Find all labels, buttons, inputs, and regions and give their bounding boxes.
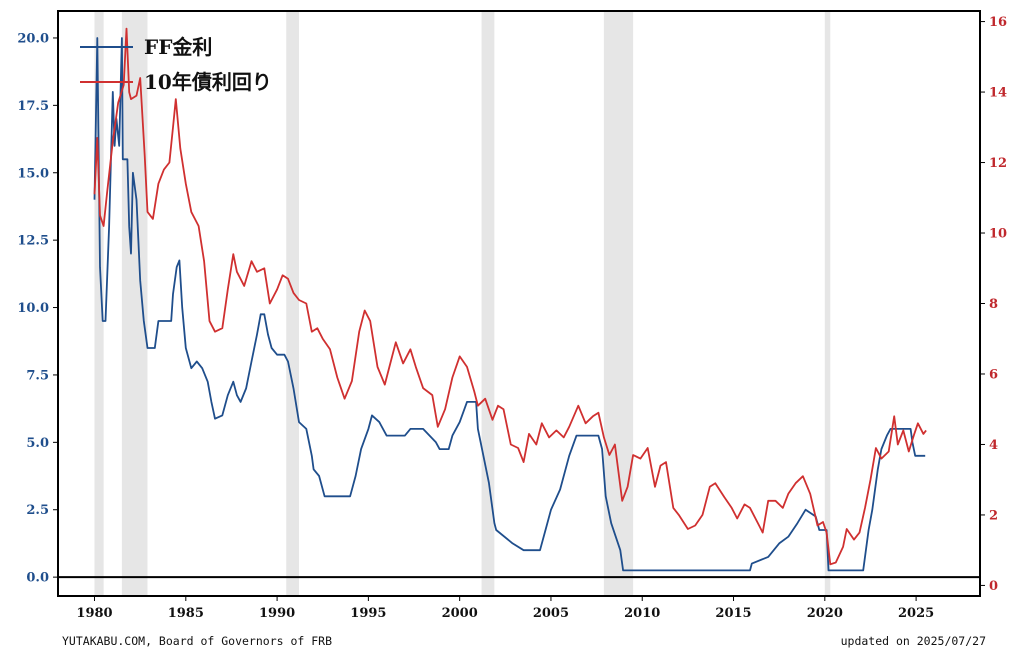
legend-label-1: 10年債利回り	[144, 70, 272, 94]
recession-band-5	[824, 11, 831, 596]
x-tick-label: 2015	[715, 606, 751, 621]
right-tick-label: 12	[989, 156, 1007, 171]
left-tick-label: 5.0	[26, 436, 49, 451]
left-tick-label: 0.0	[26, 571, 49, 586]
source-credit: YUTAKABU.COM, Board of Governors of FRB	[62, 634, 333, 648]
x-tick-label: 1995	[350, 606, 386, 621]
x-tick-label: 1985	[168, 606, 204, 621]
right-tick-label: 0	[989, 579, 998, 594]
left-tick-label: 7.5	[26, 368, 49, 383]
recession-bands	[94, 11, 831, 596]
legend: FF金利 10年債利回り	[80, 35, 272, 94]
left-axis: 0.0 2.5 5.0 7.5 10.0 12.5 15.0 17.5 20.0	[17, 31, 58, 586]
right-tick-label: 10	[989, 227, 1007, 242]
plot-frame	[57, 10, 981, 597]
series-line-0	[93, 37, 926, 572]
x-tick-label: 2000	[442, 606, 478, 621]
recession-band-3	[481, 11, 495, 596]
x-tick-label: 2005	[533, 606, 569, 621]
x-axis: 1980 1985 1990 1995 2000 2005 2010 2015 2020 2025	[76, 596, 934, 621]
recession-band-2	[286, 11, 299, 596]
right-tick-label: 16	[989, 15, 1007, 30]
left-tick-label: 2.5	[26, 503, 49, 518]
recession-band-1	[121, 11, 148, 596]
series-line-1	[93, 27, 927, 566]
recession-band-4	[603, 11, 634, 596]
x-tick-label: 1990	[259, 606, 295, 621]
series-lines	[93, 27, 927, 572]
x-tick-label: 2010	[624, 606, 660, 621]
recession-band-0	[94, 11, 104, 596]
right-tick-label: 8	[989, 297, 998, 312]
x-tick-label: 2020	[807, 606, 843, 621]
left-tick-label: 10.0	[17, 301, 49, 316]
right-axis: 0 2 4 6 8 10 12 14 16	[980, 15, 1007, 594]
left-tick-label: 12.5	[17, 234, 49, 249]
left-tick-label: 20.0	[17, 31, 49, 46]
legend-label-0: FF金利	[144, 35, 212, 59]
updated-date: updated on 2025/07/27	[840, 634, 986, 648]
right-tick-label: 4	[989, 438, 998, 453]
x-tick-label: 2025	[898, 606, 934, 621]
right-tick-label: 2	[989, 508, 998, 523]
left-tick-label: 17.5	[17, 99, 49, 114]
right-tick-label: 6	[989, 367, 998, 382]
x-tick-label: 1980	[76, 606, 112, 621]
right-tick-label: 14	[989, 86, 1007, 101]
left-tick-label: 15.0	[17, 166, 49, 181]
